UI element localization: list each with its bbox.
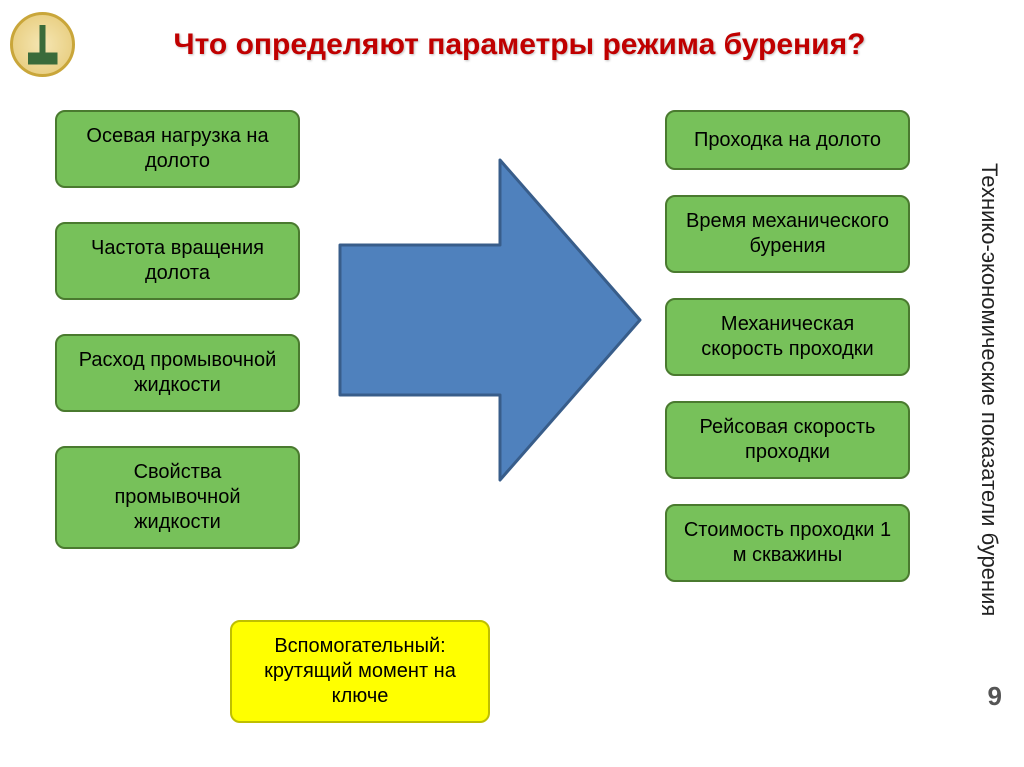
slide-title: Что определяют параметры режима бурения?	[75, 28, 1004, 62]
page-number: 9	[988, 681, 1002, 712]
param-box: Частота вращения долота	[55, 222, 300, 300]
auxiliary-box: Вспомогательный: крутящий момент на ключ…	[230, 620, 490, 723]
indicator-box: Время механического бурения	[665, 195, 910, 273]
department-logo	[10, 12, 75, 77]
param-box: Расход промывочной жидкости	[55, 334, 300, 412]
indicator-box: Стоимость проходки 1 м скважины	[665, 504, 910, 582]
arrow-icon	[330, 150, 650, 490]
logo-icon	[28, 25, 58, 65]
input-parameters-column: Осевая нагрузка на долото Частота вращен…	[55, 110, 300, 549]
indicator-box: Проходка на долото	[665, 110, 910, 170]
param-box: Осевая нагрузка на долото	[55, 110, 300, 188]
auxiliary-box-wrap: Вспомогательный: крутящий момент на ключ…	[230, 620, 490, 723]
param-box: Свойства промывочной жидкости	[55, 446, 300, 549]
indicator-box: Механическая скорость проходки	[665, 298, 910, 376]
flow-arrow	[330, 150, 650, 495]
header: Что определяют параметры режима бурения?	[0, 0, 1024, 77]
content-area: Осевая нагрузка на долото Частота вращен…	[0, 100, 1024, 767]
side-vertical-label: Технико-экономические показатели бурения	[976, 110, 1002, 670]
output-indicators-column: Проходка на долото Время механического б…	[665, 110, 910, 582]
indicator-box: Рейсовая скорость проходки	[665, 401, 910, 479]
